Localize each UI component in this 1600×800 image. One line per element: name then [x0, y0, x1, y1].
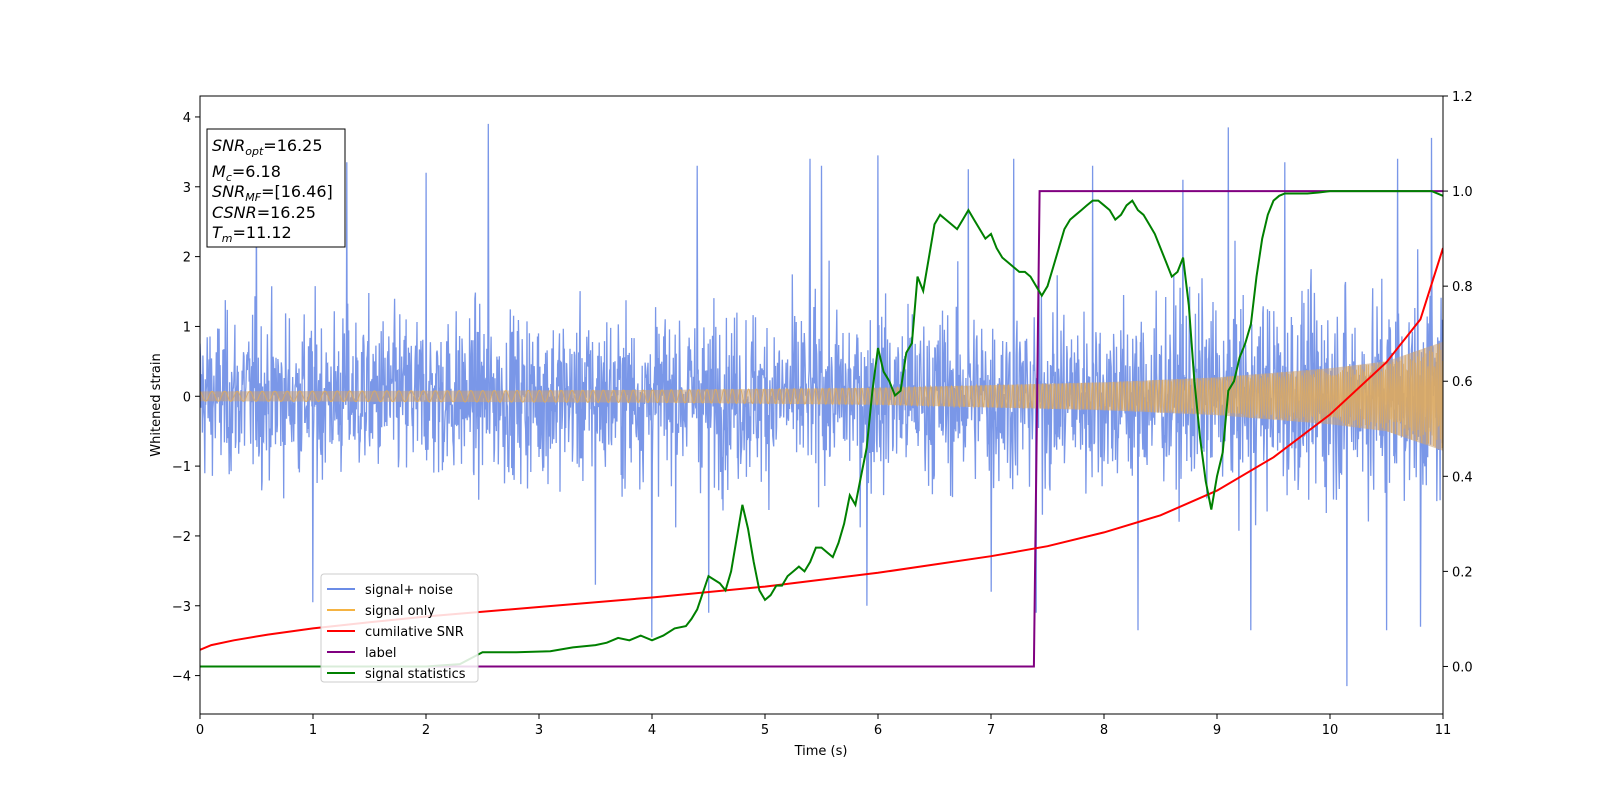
y2-tick-label: 1.2 [1452, 90, 1473, 105]
metrics-info-box: SNRopt=16.25 Mc=6.18 SNRMF=[16.46] CSNR=… [206, 128, 346, 248]
x-tick-label: 0 [196, 723, 204, 738]
csnr-text: CSNR=16.25 [212, 203, 316, 222]
signal-only-envelope [200, 341, 1443, 451]
x-tick-label: 7 [987, 723, 995, 738]
x-tick-label: 6 [874, 723, 882, 738]
x-tick-label: 8 [1100, 723, 1108, 738]
y-tick-label: −2 [172, 530, 191, 545]
series-label [200, 190, 1443, 668]
y-axis-label: Whitened strain [149, 353, 164, 456]
x-tick-label: 11 [1435, 723, 1452, 738]
legend-label: signal only [365, 604, 435, 619]
y2-tick-label: 0.2 [1452, 565, 1473, 580]
y2-tick-label: 1.0 [1452, 185, 1473, 200]
x-tick-label: 5 [761, 723, 769, 738]
legend-label: cumilative SNR [365, 625, 464, 640]
mc-text: Mc=6.18 [212, 162, 281, 184]
x-tick-label: 9 [1213, 723, 1221, 738]
x-axis-label: Time (s) [794, 744, 848, 759]
y-tick-label: −3 [172, 600, 191, 615]
plot-series [200, 123, 1443, 687]
legend-label: signal statistics [365, 667, 466, 682]
x-tick-label: 10 [1322, 723, 1339, 738]
y2-tick-label: 0.0 [1452, 660, 1473, 675]
legend-label: signal+ noise [365, 583, 453, 598]
legend: signal+ noise signal only cumilative SNR la… [320, 573, 479, 683]
y-tick-label: 4 [183, 111, 191, 126]
x-tick-label: 4 [648, 723, 656, 738]
legend-label: label [365, 646, 396, 661]
plot-frame [199, 95, 1444, 715]
x-tick-label: 1 [309, 723, 317, 738]
y2-tick-label: 0.8 [1452, 280, 1473, 295]
snr-opt-text: SNRopt=16.25 [212, 136, 323, 158]
snr-mf-text: SNRMF=[16.46] [212, 182, 333, 204]
series-cumulative-snr [200, 247, 1443, 651]
y2-tick-label: 0.6 [1452, 375, 1473, 390]
axis-ticks: 0 1 2 3 4 5 6 7 8 9 10 1143210−1−2−3−41.21.00.80.60… [172, 90, 1473, 738]
y-tick-label: 3 [183, 181, 191, 196]
y-tick-label: 1 [183, 320, 191, 335]
x-tick-label: 3 [535, 723, 543, 738]
y-tick-label: −4 [172, 670, 191, 685]
x-tick-label: 2 [422, 723, 430, 738]
y2-tick-label: 0.4 [1452, 470, 1473, 485]
y-tick-label: −1 [172, 460, 191, 475]
y-tick-label: 0 [183, 390, 191, 405]
y-tick-label: 2 [183, 251, 191, 266]
tm-text: Tm=11.12 [212, 223, 292, 245]
series-signal-statistics [200, 190, 1443, 668]
